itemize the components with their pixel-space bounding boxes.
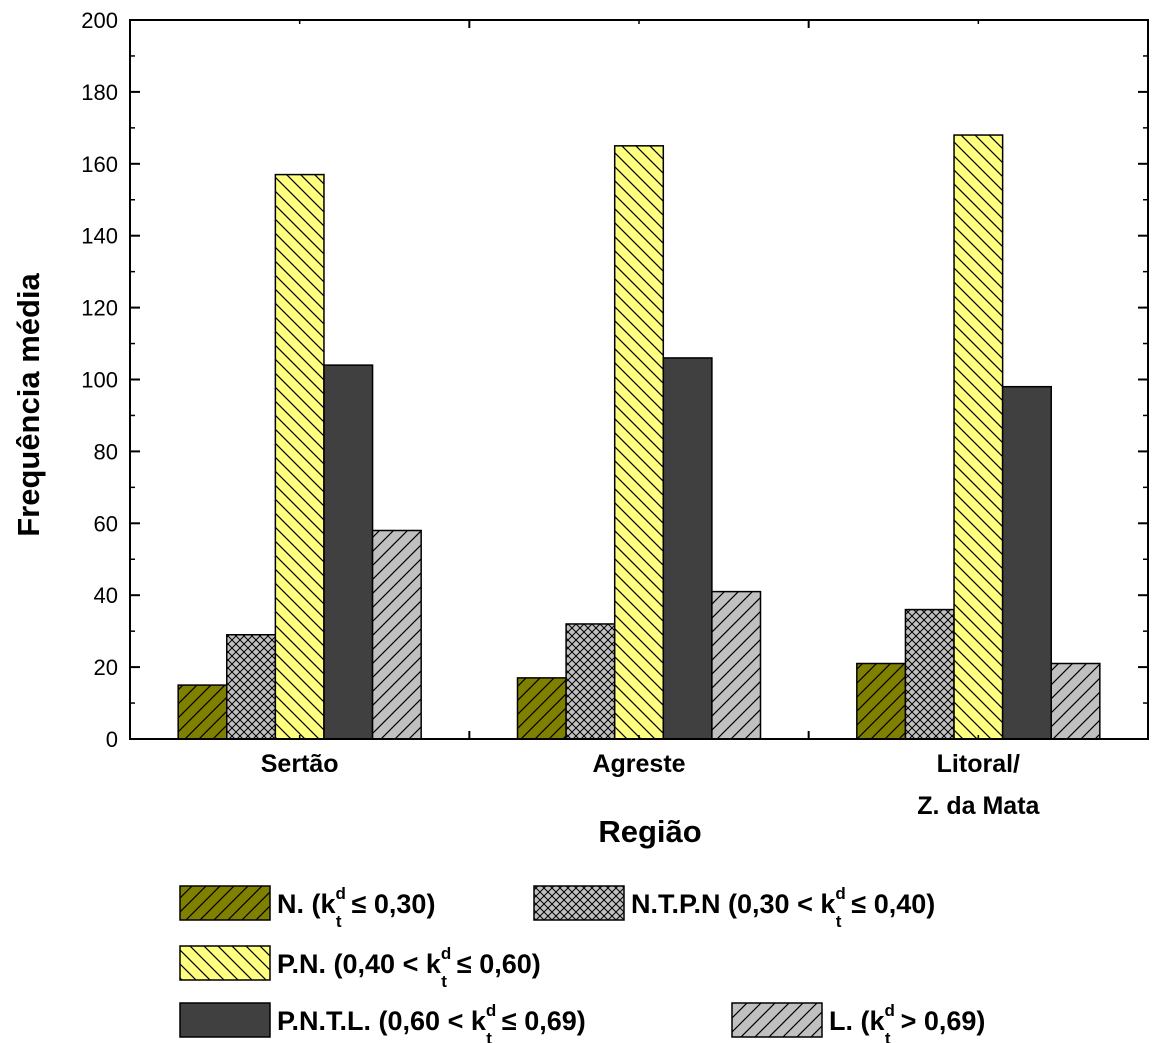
- y-tick-label: 20: [94, 655, 118, 680]
- legend-swatch: [179, 945, 271, 981]
- legend-swatch: [533, 885, 625, 921]
- y-tick-label: 200: [81, 8, 118, 33]
- legend-swatch: [179, 885, 271, 921]
- bar-1-cat-1: [177, 684, 228, 740]
- legend-label: N. (kd t≤ 0,30): [277, 884, 435, 931]
- bar-2-cat-1: [226, 633, 277, 740]
- y-tick-label: 0: [106, 727, 118, 752]
- bar-4-cat-1: [323, 364, 374, 740]
- bar-4-cat-3: [1001, 385, 1052, 740]
- y-tick-label: 100: [81, 368, 118, 393]
- bar-1-cat-2: [516, 677, 567, 740]
- bar-3-cat-1: [274, 173, 325, 740]
- x-category-label: Sertão: [261, 750, 339, 778]
- bar-2-cat-3: [904, 608, 955, 740]
- legend-swatch: [731, 1002, 823, 1038]
- y-tick-label: 160: [81, 152, 118, 177]
- legend-label: L. (kd t> 0,69): [829, 1001, 985, 1043]
- y-tick-label: 180: [81, 80, 118, 105]
- bar-2-cat-2: [565, 623, 616, 740]
- bar-3-cat-2: [613, 145, 665, 740]
- y-tick-label: 120: [81, 296, 118, 321]
- bar-1-cat-3: [856, 662, 907, 740]
- bar-5-cat-1: [371, 529, 422, 740]
- bar-3-cat-3: [953, 134, 1004, 740]
- legend-swatch: [179, 1002, 271, 1038]
- bar-5-cat-3: [1050, 662, 1101, 740]
- x-category-label: Agreste: [592, 750, 685, 778]
- y-tick-label: 80: [94, 439, 118, 464]
- legend-label: N.T.P.N (0,30 < kd t≤ 0,40): [631, 884, 935, 931]
- x-category-label: Litoral/: [937, 750, 1020, 778]
- bar-5-cat-2: [711, 590, 762, 740]
- y-axis-title: Frequência média: [11, 272, 46, 536]
- y-tick-label: 40: [94, 583, 118, 608]
- y-tick-label: 60: [94, 511, 118, 536]
- bar-4-cat-2: [662, 357, 713, 740]
- x-category-label: Z. da Mata: [917, 792, 1040, 820]
- legend-label: P.N.T.L. (0,60 < kd t≤ 0,69): [277, 1001, 586, 1043]
- x-axis-title: Região: [598, 814, 701, 849]
- y-tick-label: 140: [81, 224, 118, 249]
- legend-label: P.N. (0,40 < kd t≤ 0,60): [277, 944, 541, 991]
